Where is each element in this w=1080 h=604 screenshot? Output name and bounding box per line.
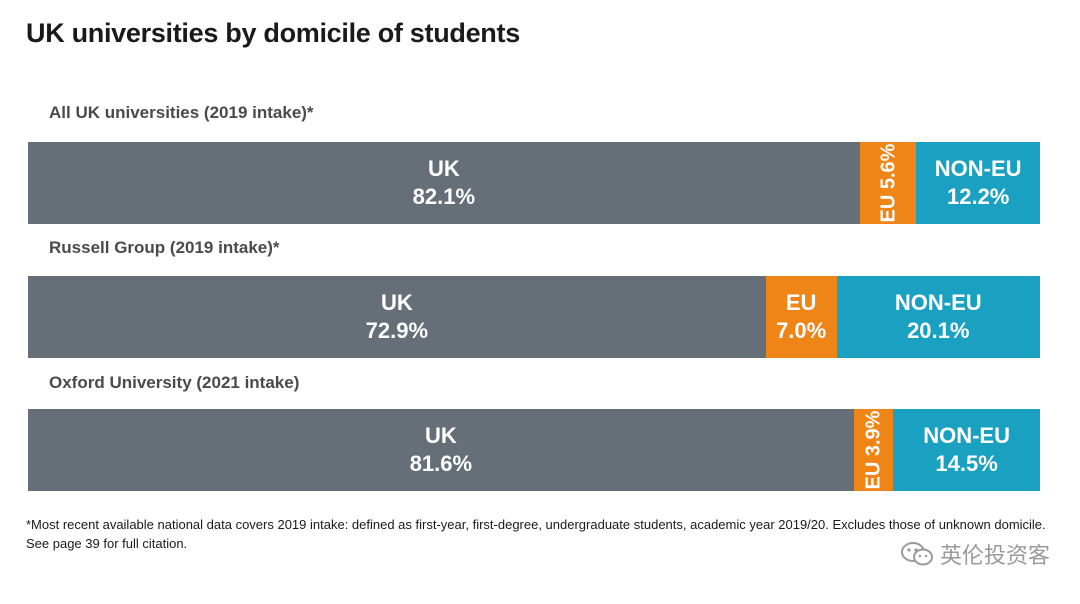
wechat-icon bbox=[900, 542, 933, 566]
segment-value: 82.1% bbox=[412, 184, 476, 209]
segment-name: UK bbox=[380, 290, 413, 315]
segment-value: 7.0% bbox=[776, 318, 827, 343]
segment-label-group: EU 3.9% bbox=[854, 409, 893, 491]
segment-name: EU bbox=[785, 290, 817, 315]
footnote: *Most recent available national data cov… bbox=[26, 515, 1046, 553]
segment-value: 14.5% bbox=[935, 451, 998, 476]
group-label-oxford: Oxford University (2021 intake) bbox=[49, 373, 300, 392]
segment-value: 12.2% bbox=[946, 184, 1010, 209]
segment-name: NON-EU bbox=[934, 156, 1022, 181]
watermark: 英伦投资客 bbox=[900, 538, 1050, 570]
chart-title: UK universities by domicile of students bbox=[26, 18, 520, 48]
segment-label-group: NON-EU 20.1% bbox=[837, 276, 1040, 358]
segment-name: EU bbox=[877, 194, 900, 223]
watermark-text: 英伦投资客 bbox=[939, 543, 1050, 568]
bar-all-uk: UK 82.1% EU 5.6% NON-EU 12.2% bbox=[28, 142, 1040, 224]
bar-segment-uk: UK 72.9% bbox=[28, 276, 766, 358]
segment-label-group: NON-EU 14.5% bbox=[893, 409, 1040, 491]
segment-name: EU bbox=[862, 461, 885, 490]
segment-label-group: UK 81.6% bbox=[28, 409, 854, 491]
segment-label-vertical: EU 5.6% bbox=[877, 144, 899, 223]
segment-value: 5.6% bbox=[877, 143, 900, 190]
bar-segment-eu: EU 7.0% bbox=[765, 276, 837, 358]
segment-value: 3.9% bbox=[862, 410, 885, 457]
segment-label-vertical: EU 3.9% bbox=[863, 411, 885, 490]
bar-segment-noneu: NON-EU 14.5% bbox=[893, 409, 1040, 491]
segment-label-group: NON-EU 12.2% bbox=[916, 142, 1040, 224]
segment-label-group: EU 5.6% bbox=[860, 142, 917, 224]
bar-segment-uk: UK 81.6% bbox=[28, 409, 854, 491]
group-label-russell-group: Russell Group (2019 intake)* bbox=[49, 238, 280, 257]
segment-name: NON-EU bbox=[894, 290, 982, 315]
footnote-line-1: *Most recent available national data cov… bbox=[26, 517, 1046, 532]
segment-name: UK bbox=[427, 156, 460, 181]
footnote-line-2: See page 39 for full citation. bbox=[26, 536, 188, 551]
segment-label-group: UK 82.1% bbox=[28, 142, 860, 224]
bar-segment-noneu: NON-EU 12.2% bbox=[916, 142, 1040, 224]
bar-oxford: UK 81.6% EU 3.9% NON-EU 14.5% bbox=[28, 409, 1040, 491]
segment-name: UK bbox=[425, 423, 457, 448]
segment-label-group: EU 7.0% bbox=[766, 276, 837, 358]
bar-segment-noneu: NON-EU 20.1% bbox=[836, 276, 1040, 358]
bar-russell-group: UK 72.9% EU 7.0% NON-EU 20.1% bbox=[28, 276, 1040, 358]
segment-label-group: UK 72.9% bbox=[28, 276, 766, 358]
bar-segment-uk: UK 82.1% bbox=[28, 142, 860, 224]
bar-segment-eu: EU 5.6% bbox=[859, 142, 917, 224]
segment-value: 72.9% bbox=[365, 318, 429, 343]
segment-name: NON-EU bbox=[923, 423, 1010, 448]
group-label-all-uk: All UK universities (2019 intake)* bbox=[49, 103, 314, 122]
bar-segment-eu: EU 3.9% bbox=[853, 409, 894, 491]
segment-value: 20.1% bbox=[907, 318, 970, 343]
segment-value: 81.6% bbox=[409, 451, 473, 476]
